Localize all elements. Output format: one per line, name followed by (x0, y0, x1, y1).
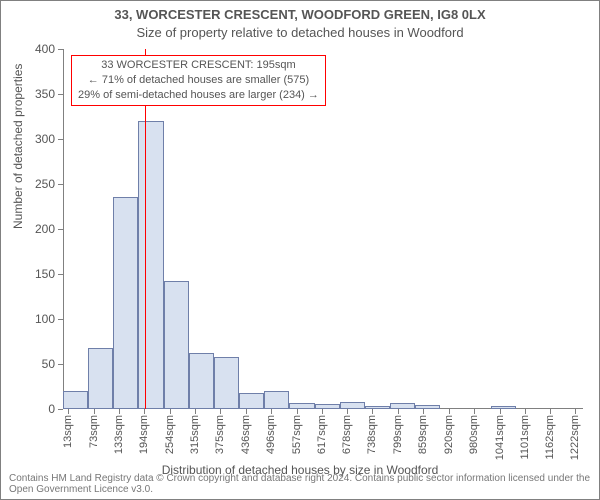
x-tick-label: 859sqm (417, 415, 429, 454)
chart-container: 33, WORCESTER CRESCENT, WOODFORD GREEN, … (0, 0, 600, 500)
y-tick (58, 319, 63, 320)
annotation-line-1: 33 WORCESTER CRESCENT: 195sqm (78, 58, 319, 73)
x-tick-label: 13sqm (62, 415, 74, 448)
x-tick-label: 1041sqm (494, 415, 506, 460)
histogram-bar (390, 403, 415, 409)
x-tick-label: 133sqm (113, 415, 125, 454)
x-tick (195, 409, 196, 414)
y-axis-line (63, 49, 64, 409)
x-tick (347, 409, 348, 414)
x-tick (220, 409, 221, 414)
x-tick (423, 409, 424, 414)
x-tick-label: 1101sqm (519, 415, 531, 459)
x-tick-label: 254sqm (164, 415, 176, 454)
y-axis-label: Number of detached properties (11, 64, 25, 229)
x-tick (119, 409, 120, 414)
y-tick (58, 139, 63, 140)
x-tick (474, 409, 475, 414)
x-tick-label: 920sqm (443, 415, 455, 454)
chart-title-line1: 33, WORCESTER CRESCENT, WOODFORD GREEN, … (1, 7, 599, 22)
x-tick (449, 409, 450, 414)
x-tick (297, 409, 298, 414)
x-tick (398, 409, 399, 414)
x-tick (322, 409, 323, 414)
x-tick-label: 73sqm (88, 415, 100, 448)
x-tick (246, 409, 247, 414)
y-tick-label: 50 (42, 357, 55, 371)
histogram-bar (289, 403, 314, 409)
x-tick-label: 315sqm (189, 415, 201, 454)
x-tick (575, 409, 576, 414)
y-tick (58, 409, 63, 410)
x-tick (144, 409, 145, 414)
footnote-text: Contains HM Land Registry data © Crown c… (9, 473, 599, 495)
y-tick-label: 250 (35, 177, 55, 191)
x-tick-label: 799sqm (392, 415, 404, 454)
x-tick (550, 409, 551, 414)
x-tick (525, 409, 526, 414)
y-tick-label: 300 (35, 132, 55, 146)
annotation-box: 33 WORCESTER CRESCENT: 195sqm ← 71% of d… (71, 55, 326, 106)
histogram-bar (138, 121, 163, 409)
y-tick-label: 100 (35, 312, 55, 326)
histogram-bar (214, 357, 239, 409)
x-tick (170, 409, 171, 414)
x-tick-label: 738sqm (366, 415, 378, 454)
histogram-bar (315, 404, 340, 409)
histogram-bar (239, 393, 264, 409)
histogram-bar (415, 405, 440, 409)
y-tick-label: 200 (35, 222, 55, 236)
y-tick-label: 150 (35, 267, 55, 281)
x-tick-label: 617sqm (316, 415, 328, 454)
x-tick (372, 409, 373, 414)
x-tick-label: 980sqm (468, 415, 480, 454)
y-tick-label: 0 (48, 402, 55, 416)
x-tick-label: 436sqm (240, 415, 252, 454)
histogram-bar (189, 353, 214, 409)
x-tick-label: 375sqm (214, 415, 226, 454)
x-tick-label: 194sqm (138, 415, 150, 454)
histogram-bar (88, 348, 113, 409)
y-tick-label: 400 (35, 42, 55, 56)
y-tick (58, 184, 63, 185)
y-tick (58, 364, 63, 365)
x-tick-label: 1222sqm (569, 415, 581, 460)
annotation-line-3: 29% of semi-detached houses are larger (… (78, 88, 319, 103)
y-tick (58, 94, 63, 95)
x-tick-label: 496sqm (265, 415, 277, 454)
y-tick (58, 274, 63, 275)
chart-title-line2: Size of property relative to detached ho… (1, 25, 599, 40)
y-tick (58, 49, 63, 50)
histogram-bar (491, 406, 516, 409)
histogram-bar (63, 391, 88, 409)
x-tick-label: 557sqm (291, 415, 303, 454)
x-tick-label: 678sqm (341, 415, 353, 454)
x-tick (271, 409, 272, 414)
annotation-line-2: ← 71% of detached houses are smaller (57… (78, 73, 319, 88)
histogram-bar (264, 391, 289, 409)
y-tick (58, 229, 63, 230)
x-tick-label: 1162sqm (544, 415, 556, 459)
histogram-bar (164, 281, 189, 409)
y-tick-label: 350 (35, 87, 55, 101)
x-tick (500, 409, 501, 414)
x-tick (68, 409, 69, 414)
histogram-bar (365, 406, 390, 409)
x-tick (94, 409, 95, 414)
histogram-bar (113, 197, 138, 409)
histogram-bar (340, 402, 365, 409)
